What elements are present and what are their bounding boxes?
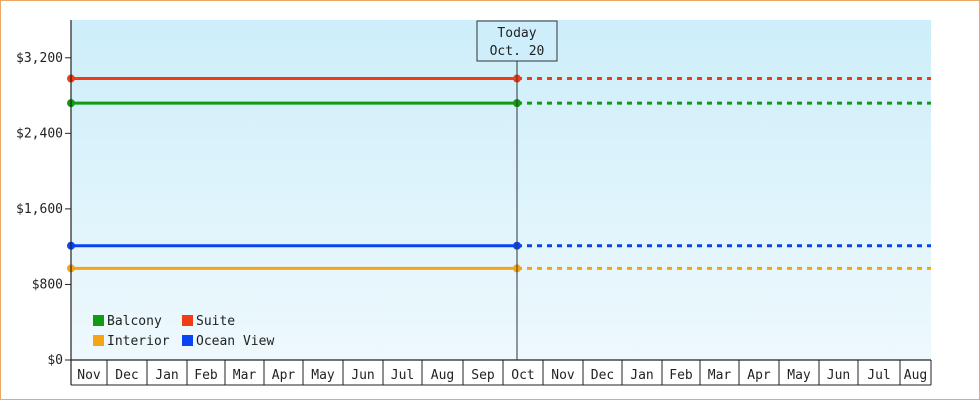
x-tick-label: Dec bbox=[115, 368, 138, 383]
x-tick-label: Feb bbox=[669, 368, 693, 383]
x-tick-label: Jun bbox=[827, 368, 850, 383]
y-tick-label: $0 bbox=[47, 353, 63, 368]
x-tick-label: Apr bbox=[747, 368, 771, 383]
today-date-label: Oct. 20 bbox=[490, 44, 545, 59]
legend-item-suite[interactable]: Suite bbox=[182, 314, 235, 329]
x-tick-label: Jul bbox=[391, 368, 414, 383]
today-label: Today bbox=[497, 26, 536, 41]
legend-label: Suite bbox=[196, 314, 235, 329]
y-tick-label: $2,400 bbox=[16, 126, 63, 141]
x-tick-label: Aug bbox=[904, 368, 927, 383]
x-tick-label: Nov bbox=[551, 368, 575, 383]
x-tick-label: Feb bbox=[194, 368, 218, 383]
x-tick-label: Jun bbox=[351, 368, 374, 383]
legend-item-interior[interactable]: Interior bbox=[93, 334, 170, 349]
x-tick-label: May bbox=[311, 368, 335, 383]
legend-item-balcony[interactable]: Balcony bbox=[93, 314, 162, 329]
plot-background bbox=[71, 20, 931, 360]
x-tick-label: Jul bbox=[867, 368, 890, 383]
x-tick-label: Aug bbox=[431, 368, 454, 383]
y-tick-label: $3,200 bbox=[16, 51, 63, 66]
legend-swatch bbox=[93, 335, 104, 346]
legend-swatch bbox=[182, 315, 193, 326]
y-tick-label: $800 bbox=[32, 277, 63, 292]
legend-swatch bbox=[93, 315, 104, 326]
legend-label: Balcony bbox=[107, 314, 162, 329]
x-tick-label: Nov bbox=[77, 368, 101, 383]
x-tick-label: Dec bbox=[591, 368, 614, 383]
legend-item-ocean-view[interactable]: Ocean View bbox=[182, 334, 274, 349]
x-tick-label: Jan bbox=[630, 368, 653, 383]
y-tick-label: $1,600 bbox=[16, 202, 63, 217]
x-tick-label: Apr bbox=[272, 368, 296, 383]
x-tick-label: May bbox=[787, 368, 811, 383]
x-tick-label: Mar bbox=[708, 368, 732, 383]
legend-label: Ocean View bbox=[196, 334, 274, 349]
x-tick-label: Jan bbox=[155, 368, 178, 383]
legend-label: Interior bbox=[107, 334, 170, 349]
today-marker-box bbox=[476, 20, 558, 62]
x-tick-label: Oct bbox=[511, 368, 534, 383]
x-tick-label: Sep bbox=[471, 368, 495, 383]
x-tick-label: Mar bbox=[233, 368, 257, 383]
legend-swatch bbox=[182, 335, 193, 346]
